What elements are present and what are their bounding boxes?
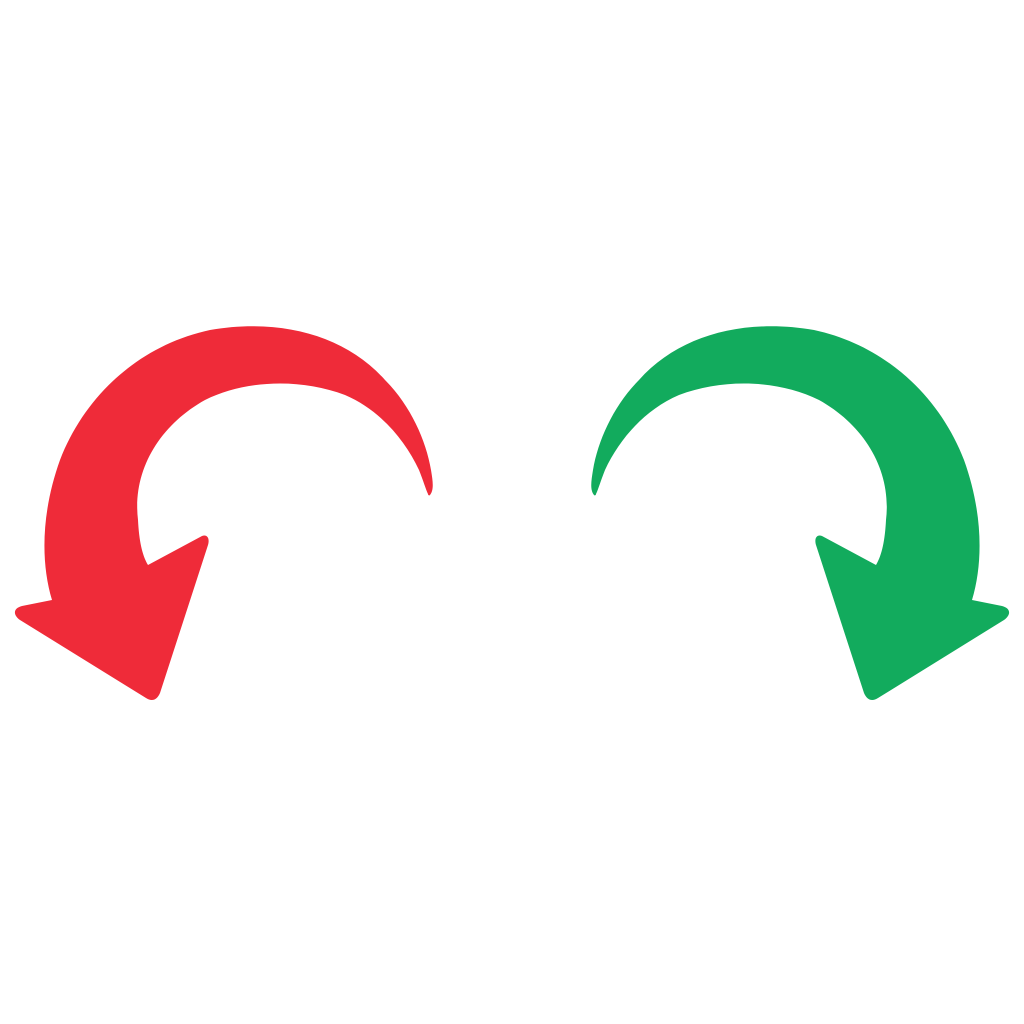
right-arrow-shape [591,326,1010,701]
curved-arrow-counterclockwise-icon [14,326,433,701]
left-arrow-shape [14,326,433,701]
curved-arrow-clockwise-icon [591,326,1010,701]
